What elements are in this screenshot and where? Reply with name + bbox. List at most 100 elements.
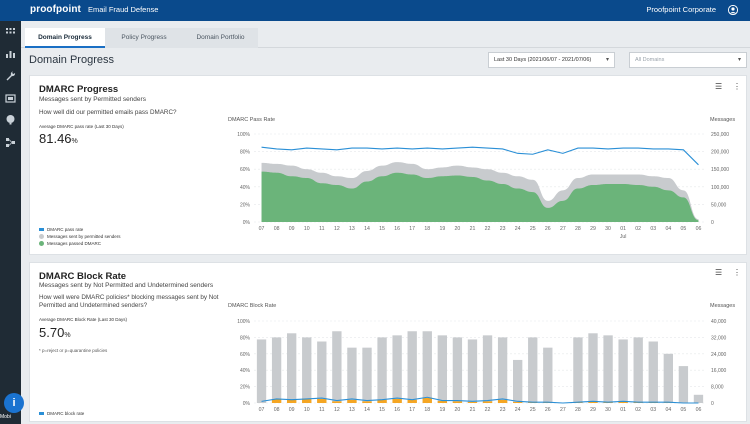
tab-domain-progress[interactable]: Domain Progress <box>25 28 105 48</box>
bar-chart-icon[interactable] <box>5 48 16 59</box>
proofpoint-logo[interactable]: proofpoint <box>30 4 81 15</box>
y-right-tick-label: 50,000 <box>711 202 727 208</box>
total-messages-bar <box>678 366 689 403</box>
legend-item[interactable]: DMARC pass rate <box>39 226 121 233</box>
blocked-messages-bar <box>588 401 598 403</box>
chevron-down-icon: ▾ <box>605 57 609 63</box>
y-left-tick-label: 60% <box>240 167 251 173</box>
org-name[interactable]: Proofpoint Corporate <box>646 5 716 14</box>
x-tick-label: 06 <box>696 407 702 413</box>
legend-item[interactable]: Messages sent by permitted senders <box>39 233 121 240</box>
y-left-tick-label: 20% <box>240 385 251 391</box>
blocked-messages-bar <box>332 401 342 403</box>
total-messages-bar <box>467 339 478 403</box>
total-messages-bar <box>452 337 463 403</box>
x-tick-label: 19 <box>439 407 445 413</box>
x-tick-label: 19 <box>439 226 445 232</box>
x-tick-label: 21 <box>470 407 476 413</box>
y-right-tick-label: 100,000 <box>711 185 729 191</box>
y-left-tick-label: 40% <box>240 368 251 374</box>
x-tick-label: 01 <box>620 407 626 413</box>
legend-item[interactable]: DMARC block rate <box>39 410 84 417</box>
x-tick-label: 09 <box>289 226 295 232</box>
y-left-tick-label: 0% <box>243 401 251 407</box>
y-left-tick-label: 20% <box>240 202 251 208</box>
blocked-messages-bar <box>362 401 372 403</box>
blocked-messages-bar <box>302 398 312 403</box>
x-tick-label: 17 <box>409 226 415 232</box>
blocked-messages-bar <box>317 398 327 403</box>
list-view-icon[interactable]: ☰ <box>715 268 723 277</box>
metric-label: Average DMARC Block Rate (Last 30 Days) <box>39 317 127 322</box>
total-messages-bar <box>332 331 342 403</box>
chart-left-axis-label: DMARC Pass Rate <box>228 117 276 123</box>
x-tick-label: 03 <box>650 407 656 413</box>
list-view-icon[interactable]: ☰ <box>715 82 723 91</box>
blocked-messages-bar <box>286 399 297 403</box>
legend-item[interactable]: Messages passed DMARC <box>39 240 121 247</box>
total-messages-bar <box>603 335 613 403</box>
y-left-tick-label: 0% <box>243 220 251 226</box>
x-tick-label: 16 <box>394 407 400 413</box>
date-range-select[interactable]: Last 30 Days (2021/06/07 - 2021/07/06) ▾ <box>488 52 615 68</box>
x-tick-label: 10 <box>304 226 310 232</box>
x-tick-label: 22 <box>485 226 491 232</box>
x-tick-label: 13 <box>349 226 355 232</box>
block-rate-line <box>261 396 699 404</box>
total-messages-bar <box>392 335 402 403</box>
left-nav-rail <box>0 21 21 424</box>
blocked-messages-bar <box>452 401 463 403</box>
dmarc-progress-panel: DMARC Progress Messages sent by Permitte… <box>29 75 747 255</box>
report-icon[interactable] <box>5 93 16 104</box>
y-right-tick-label: 32,000 <box>711 335 727 341</box>
blocked-messages-bar <box>407 399 417 403</box>
x-tick-label: 26 <box>545 226 551 232</box>
x-tick-label: 04 <box>665 407 671 413</box>
x-tick-label: 15 <box>379 226 385 232</box>
y-right-tick-label: 200,000 <box>711 150 729 156</box>
globe-icon[interactable] <box>5 114 16 125</box>
tab-policy-progress[interactable]: Policy Progress <box>105 28 183 48</box>
network-icon[interactable] <box>5 137 16 148</box>
wrench-icon[interactable] <box>5 70 16 81</box>
total-messages-bar <box>317 341 327 403</box>
user-icon[interactable] <box>728 5 738 15</box>
x-tick-label: 11 <box>319 407 324 413</box>
help-info-button[interactable]: i <box>4 393 24 413</box>
y-left-tick-label: 60% <box>240 352 251 358</box>
x-tick-label: 20 <box>455 407 461 413</box>
chart-legend: DMARC block rate <box>39 410 84 417</box>
x-tick-label: 05 <box>681 407 687 413</box>
more-options-icon[interactable]: ⋮ <box>733 268 741 277</box>
chart-right-axis-label: Messages <box>710 303 736 309</box>
x-tick-label: 10 <box>304 407 310 413</box>
y-left-tick-label: 100% <box>237 132 250 138</box>
total-messages-bar <box>407 331 417 403</box>
total-messages-bar <box>618 339 628 403</box>
total-messages-bar <box>271 337 282 403</box>
y-left-tick-label: 100% <box>237 319 250 325</box>
blocked-messages-bar <box>467 401 478 403</box>
x-tick-label: 29 <box>590 407 596 413</box>
dmarc-pass-rate-chart: 100% 80% 60% 40% 20% 0% 250,000 200,000 150,000 1… <box>237 132 729 240</box>
blocked-messages-bar <box>497 399 508 403</box>
total-messages-bar <box>362 347 372 403</box>
x-tick-label: 24 <box>515 226 521 232</box>
x-tick-label: 20 <box>455 226 461 232</box>
x-tick-label: 11 <box>319 226 324 232</box>
product-name: Email Fraud Defense <box>88 5 159 14</box>
x-tick-label: 17 <box>409 407 415 413</box>
metric-label: Average DMARC pass rate (Last 30 Days) <box>39 124 124 129</box>
blocked-messages-bar <box>482 401 493 403</box>
x-tick-label: 25 <box>530 407 536 413</box>
page-title: Domain Progress <box>29 54 114 66</box>
apps-grid-icon[interactable] <box>5 27 16 38</box>
more-options-icon[interactable]: ⋮ <box>733 82 741 91</box>
x-tick-label: 14 <box>364 226 370 232</box>
total-messages-bar <box>497 337 508 403</box>
x-tick-label: 14 <box>364 407 370 413</box>
tab-domain-portfolio[interactable]: Domain Portfolio <box>183 28 258 48</box>
tab-bar: Domain Progress Policy Progress Domain P… <box>21 21 750 48</box>
total-messages-bar <box>633 337 643 403</box>
domain-select[interactable]: All Domains ▾ <box>629 52 747 68</box>
